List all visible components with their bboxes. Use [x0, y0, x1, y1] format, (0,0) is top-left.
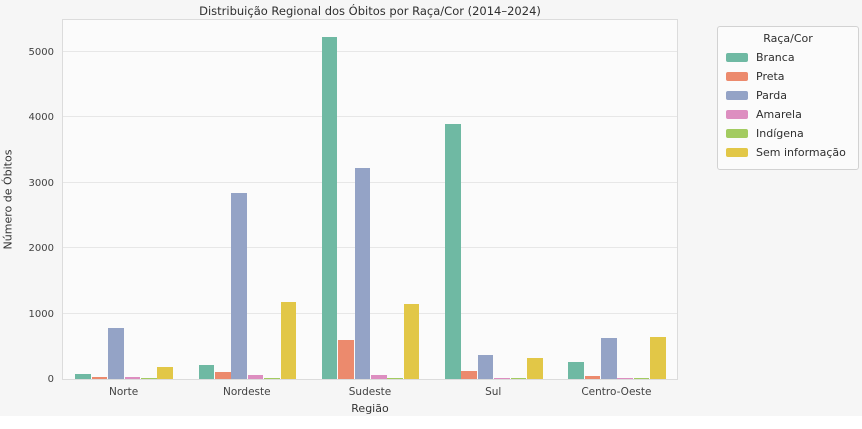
- bar-norte-preta: [91, 377, 108, 379]
- bar-group-norte: [75, 20, 174, 379]
- bar-sudeste-preta: [338, 339, 354, 379]
- y-tick-label-3000: 3000: [28, 177, 54, 189]
- bar-group-sudeste: [321, 20, 421, 379]
- plot-area: [62, 19, 678, 380]
- legend-label: Sem informação: [756, 146, 846, 159]
- bar-nordeste-indígena: [264, 378, 280, 379]
- bar-sul-indígena: [510, 378, 527, 379]
- bar-sudeste-parda: [354, 168, 371, 379]
- gridline-5000: [63, 51, 677, 53]
- bar-nordeste-preta: [214, 372, 231, 379]
- legend-label: Indígena: [756, 127, 804, 140]
- x-tick-label-centro-oeste: Centro-Oeste: [581, 386, 652, 398]
- bar-centro-oeste-sem-informação: [650, 337, 666, 379]
- legend-entry-branca: Branca: [726, 48, 850, 67]
- x-tick-label-sudeste: Sudeste: [348, 386, 392, 398]
- bar-nordeste-sem-informação: [280, 302, 297, 379]
- y-tick-label-4000: 4000: [28, 112, 54, 124]
- legend-entry-indígena: Indígena: [726, 124, 850, 143]
- bar-group-centro-oeste: [568, 20, 667, 379]
- legend-label: Amarela: [756, 108, 802, 121]
- legend-swatch-icon: [726, 129, 748, 138]
- x-tick-label-norte: Norte: [109, 386, 139, 398]
- legend-entry-sem-informação: Sem informação: [726, 143, 850, 162]
- x-tick-label-sul: Sul: [485, 386, 502, 398]
- bar-centro-oeste-branca: [568, 362, 584, 379]
- bar-norte-indígena: [141, 378, 157, 379]
- legend-label: Branca: [756, 51, 795, 64]
- legend-swatch-icon: [726, 110, 748, 119]
- bar-norte-amarela: [124, 377, 141, 379]
- bar-sul-sem-informação: [527, 358, 543, 379]
- bar-sul-parda: [477, 355, 494, 379]
- bar-centro-oeste-indígena: [633, 378, 650, 379]
- legend-swatch-icon: [726, 148, 748, 157]
- x-tick-label-nordeste: Nordeste: [223, 386, 271, 398]
- legend-swatch-icon: [726, 53, 748, 62]
- legend-items: Branca Preta Parda Amarela Indígena Sem infor…: [726, 48, 850, 162]
- bar-group-nordeste: [198, 20, 298, 379]
- legend-swatch-icon: [726, 91, 748, 100]
- legend: Raça/Cor Branca Preta Parda Amarela Indígena…: [717, 26, 859, 170]
- bar-sudeste-sem-informação: [403, 304, 420, 379]
- bar-group-sul: [444, 20, 544, 379]
- y-tick-label-2000: 2000: [28, 243, 54, 255]
- chart-title: Distribuição Regional dos Óbitos por Raç…: [199, 4, 541, 18]
- bar-norte-sem-informação: [157, 366, 174, 379]
- legend-label: Parda: [756, 89, 787, 102]
- legend-title: Raça/Cor: [763, 32, 813, 45]
- bar-centro-oeste-amarela: [617, 378, 633, 379]
- bar-sul-branca: [444, 123, 461, 379]
- legend-label: Preta: [756, 70, 785, 83]
- bar-norte-parda: [108, 328, 124, 379]
- legend-entry-amarela: Amarela: [726, 105, 850, 124]
- bar-sudeste-branca: [321, 36, 338, 379]
- bar-sudeste-amarela: [370, 374, 387, 379]
- bar-nordeste-amarela: [247, 375, 264, 379]
- legend-entry-parda: Parda: [726, 86, 850, 105]
- bar-sul-preta: [461, 370, 477, 379]
- y-tick-label-5000: 5000: [28, 47, 54, 58]
- y-tick-label-1000: 1000: [28, 308, 54, 320]
- legend-swatch-icon: [726, 72, 748, 81]
- bar-nordeste-parda: [231, 193, 247, 379]
- bar-nordeste-branca: [198, 364, 215, 379]
- bar-centro-oeste-preta: [584, 376, 601, 379]
- bar-centro-oeste-parda: [600, 338, 617, 379]
- x-axis-label: Região: [351, 402, 389, 415]
- bar-sudeste-indígena: [387, 378, 404, 379]
- bar-norte-branca: [75, 373, 91, 379]
- gridline-4000: [63, 116, 677, 118]
- bar-sul-amarela: [494, 377, 510, 379]
- y-tick-label-0: 0: [47, 374, 54, 385]
- chart-figure: Distribuição Regional dos Óbitos por Raç…: [1, 4, 859, 415]
- legend-entry-preta: Preta: [726, 67, 850, 86]
